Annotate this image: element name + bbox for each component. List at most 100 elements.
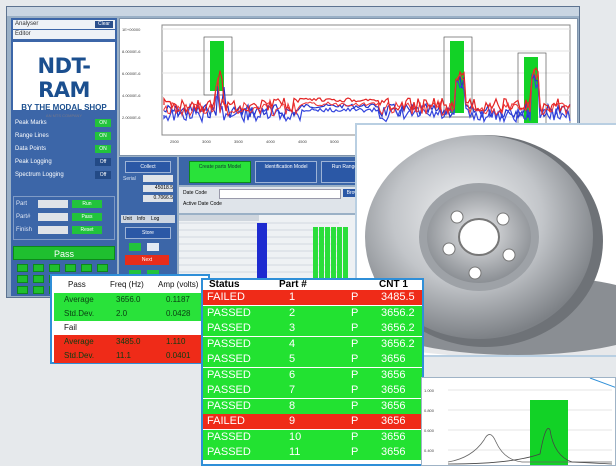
header-freq: Freq (Hz): [110, 278, 144, 292]
row-label: Std.Dev.: [64, 349, 94, 363]
status-table-panel: Status Part # CNT 1 FAILED 1 P 3485.5 PASSED…: [201, 278, 424, 466]
status-row[interactable]: FAILED 9 P 3656: [203, 414, 422, 429]
indicator-square: [33, 264, 44, 272]
store-button[interactable]: Store: [125, 227, 171, 239]
status-cell-cnt: 3656: [381, 430, 405, 445]
create-model-button[interactable]: Create parts Model: [189, 161, 251, 183]
input-label: Part#: [16, 214, 30, 220]
status-row[interactable]: PASSED 8 P 3656: [203, 399, 422, 414]
toggle-switch[interactable]: ON: [95, 132, 111, 140]
analyser-select[interactable]: Analyser Clear: [13, 20, 115, 29]
input-field[interactable]: [38, 200, 68, 208]
status-cell-part: 6: [289, 368, 295, 383]
editor-select[interactable]: Editor: [13, 30, 115, 39]
indicator-square: [33, 286, 44, 294]
status-cell-status: PASSED: [207, 445, 251, 460]
x-tick-label: 4500: [298, 139, 308, 144]
status-cell-p: P: [351, 352, 358, 367]
status-cell-cnt: 3656.2: [381, 337, 415, 352]
status-cell-status: PASSED: [207, 321, 251, 336]
indicator-square: [17, 264, 28, 272]
status-cell-status: PASSED: [207, 383, 251, 398]
tab-info[interactable]: Info: [137, 216, 145, 222]
left-panel: Analyser Clear Editor NDT-RAM BY THE MOD…: [11, 18, 117, 296]
input-label: Part: [16, 201, 27, 207]
toggle-row: Range Lines ON: [13, 131, 115, 141]
logo-title: NDT-RAM: [13, 54, 115, 102]
row-freq: 2.0: [116, 307, 127, 321]
date-code-label: Date Code: [183, 190, 207, 196]
indicator-square: [17, 286, 28, 294]
mini-y-label: 0.800: [424, 408, 435, 413]
mini-chart: 1.0000.8000.6000.400: [422, 378, 616, 466]
status-light-1: [129, 243, 141, 251]
toggle-label: Range Lines: [15, 133, 49, 139]
x-tick-label: 2500: [170, 139, 180, 144]
status-row[interactable]: PASSED 5 P 3656: [203, 352, 422, 367]
logo: NDT-RAM BY THE MODAL SHOP AN MTS COMPANY: [13, 42, 115, 110]
active-date-code-label: Active Date Code: [183, 201, 222, 207]
tab-unit[interactable]: Unit: [123, 216, 132, 222]
indicator-square: [49, 264, 60, 272]
indicator-square: [81, 264, 92, 272]
indicator-square: [17, 275, 28, 283]
freq1-input[interactable]: 45018.5: [143, 185, 173, 192]
input-action-button[interactable]: Reset: [72, 226, 102, 234]
row-label: Fail: [64, 321, 77, 335]
status-row[interactable]: PASSED 7 P 3656: [203, 383, 422, 398]
mini-y-label: 0.600: [424, 428, 435, 433]
analyser-button[interactable]: Clear: [95, 21, 113, 28]
status-row[interactable]: PASSED 4 P 3656.2: [203, 337, 422, 352]
serial-input[interactable]: [143, 175, 173, 182]
status-cell-cnt: 3656: [381, 352, 405, 367]
status-cell-status: FAILED: [207, 290, 245, 305]
status-cell-part: 2: [289, 306, 295, 321]
tab-log[interactable]: Log: [151, 216, 159, 222]
row-amp: 0.1187: [166, 293, 190, 307]
grid-tabs[interactable]: [179, 215, 259, 221]
title-bar: [7, 7, 579, 16]
y-tick-label: 4.0000E-6: [122, 93, 141, 98]
toggle-switch[interactable]: ON: [95, 119, 111, 127]
input-row: Finish Reset: [16, 225, 112, 235]
toggle-row: Peak Logging Off: [13, 157, 115, 167]
input-action-button[interactable]: Pass: [72, 213, 102, 221]
input-field[interactable]: [38, 213, 68, 221]
status-row[interactable]: FAILED 1 P 3485.5: [203, 290, 422, 305]
identification-model-button[interactable]: Identification Model: [255, 161, 317, 183]
editor-label: Editor: [15, 31, 31, 37]
status-row[interactable]: PASSED 6 P 3656: [203, 368, 422, 383]
serial-label: Serial: [123, 176, 136, 182]
status-cell-cnt: 3485.5: [381, 290, 415, 305]
freq-table-row: Average 3656.0 0.1187: [54, 293, 206, 307]
input-field[interactable]: [38, 226, 68, 234]
freq2-input[interactable]: 0.7066.5: [143, 195, 173, 202]
input-label: Finish: [16, 227, 32, 233]
status-row[interactable]: PASSED 10 P 3656: [203, 430, 422, 445]
status-cell-part: 1: [289, 290, 295, 305]
status-cell-cnt: 3656: [381, 399, 405, 414]
status-cell-status: PASSED: [207, 352, 251, 367]
input-panel: Part Run Part# Pass Finish Reset: [13, 196, 115, 240]
y-tick-label: 6.0000E-6: [122, 71, 141, 76]
toggle-switch[interactable]: ON: [95, 145, 111, 153]
input-action-button[interactable]: Run: [72, 200, 102, 208]
freq-table-header: Pass Freq (Hz) Amp (volts): [54, 278, 206, 292]
next-button[interactable]: Next: [125, 255, 169, 265]
status-cell-part: 10: [289, 430, 301, 445]
row-label: Std.Dev.: [64, 307, 94, 321]
status-cell-status: PASSED: [207, 399, 251, 414]
row-freq: 3485.0: [116, 335, 140, 349]
mini-chart-panel: 1.000 0.800 0.600 0.400: [421, 377, 616, 466]
status-row[interactable]: PASSED 2 P 3656.2: [203, 306, 422, 321]
date-code-input[interactable]: [219, 189, 341, 199]
status-cell-cnt: 3656: [381, 414, 405, 429]
collect-button[interactable]: Collect: [125, 161, 171, 173]
toggle-switch[interactable]: Off: [95, 171, 111, 179]
status-row[interactable]: PASSED 11 P 3656: [203, 445, 422, 460]
row-amp: 1.110: [166, 335, 185, 349]
toggle-row: Data Points ON: [13, 144, 115, 154]
status-cell-cnt: 3656: [381, 445, 405, 460]
toggle-switch[interactable]: Off: [95, 158, 111, 166]
status-row[interactable]: PASSED 3 P 3656.2: [203, 321, 422, 336]
